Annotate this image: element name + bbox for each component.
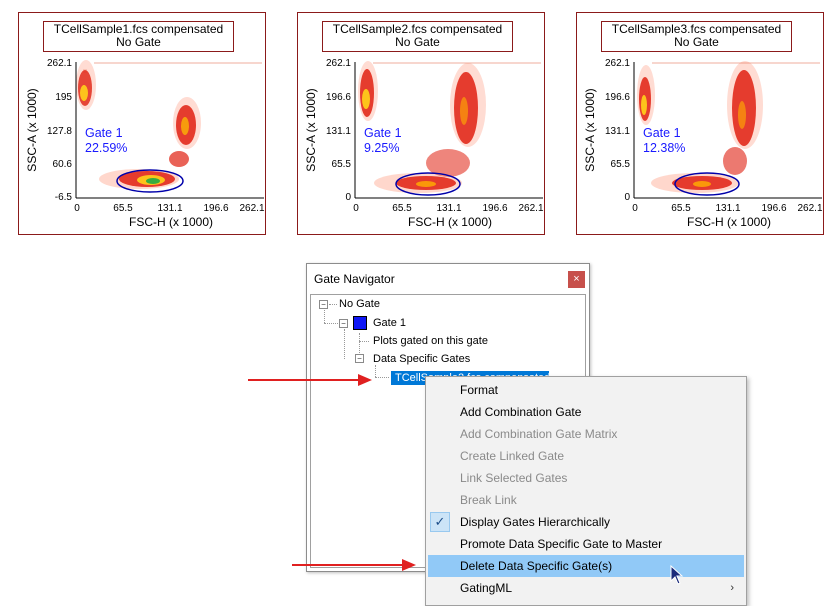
- x-tick: 262.1: [239, 203, 264, 214]
- y-tick: 65.5: [611, 159, 631, 170]
- plot-title-box: TCellSample2.fcs compensated No Gate: [322, 21, 513, 52]
- collapse-icon[interactable]: −: [339, 319, 348, 328]
- y-tick: 196.6: [605, 92, 630, 103]
- scatter-plot[interactable]: Gate 1 12.38% 262.1 196.6 131.1 65.5 0 0…: [577, 13, 825, 236]
- y-tick: 262.1: [605, 58, 630, 69]
- collapse-icon[interactable]: −: [319, 300, 328, 309]
- plot-title-box: TCellSample1.fcs compensated No Gate: [43, 21, 234, 52]
- menu-item-delete-data-specific-gates[interactable]: Delete Data Specific Gate(s): [428, 555, 744, 577]
- plot-title-box: TCellSample3.fcs compensated No Gate: [601, 21, 792, 52]
- annotation-arrow-icon: [292, 559, 416, 571]
- context-menu[interactable]: Format Add Combination Gate Add Combinat…: [425, 376, 747, 606]
- scatter-plot[interactable]: Gate 1 22.59% 262.1 195 127.8 60.6 -6.5 …: [19, 13, 267, 236]
- gate-label: Gate 1: [364, 126, 402, 140]
- tree-node-data-specific-gates[interactable]: Data Specific Gates: [373, 353, 471, 365]
- y-tick: -6.5: [55, 192, 73, 203]
- x-tick: 65.5: [113, 203, 133, 214]
- x-tick: 196.6: [203, 203, 228, 214]
- plot-subtitle: No Gate: [116, 35, 161, 49]
- navigator-titlebar[interactable]: Gate Navigator: [307, 264, 589, 294]
- y-tick: 60.6: [53, 159, 73, 170]
- y-tick: 195: [55, 92, 72, 103]
- y-tick: 262.1: [326, 58, 351, 69]
- x-tick: 196.6: [482, 203, 507, 214]
- y-tick: 131.1: [326, 126, 351, 137]
- y-axis-label: SSC-A (x 1000): [583, 88, 597, 171]
- x-axis-label: FSC-H (x 1000): [408, 215, 492, 229]
- plot-subtitle: No Gate: [395, 35, 440, 49]
- plot-title: TCellSample1.fcs compensated: [53, 22, 224, 36]
- x-tick: 131.1: [715, 203, 740, 214]
- x-tick: 262.1: [518, 203, 543, 214]
- x-tick: 65.5: [671, 203, 691, 214]
- x-tick: 131.1: [157, 203, 182, 214]
- x-tick: 0: [353, 203, 359, 214]
- close-icon[interactable]: ×: [568, 271, 585, 288]
- plot-title: TCellSample3.fcs compensated: [611, 22, 782, 36]
- plot-panel-2[interactable]: TCellSample2.fcs compensated No Gate Gat…: [297, 12, 545, 235]
- menu-item-break-link[interactable]: Break Link: [460, 493, 517, 507]
- y-tick: 262.1: [47, 58, 72, 69]
- gate-color-swatch: [353, 316, 367, 330]
- x-tick: 262.1: [797, 203, 822, 214]
- scatter-plot[interactable]: Gate 1 9.25% 262.1 196.6 131.1 65.5 0 0 …: [298, 13, 546, 236]
- x-axis-label: FSC-H (x 1000): [129, 215, 213, 229]
- x-tick: 0: [632, 203, 638, 214]
- y-tick: 65.5: [332, 159, 352, 170]
- annotation-arrow-icon: [248, 374, 372, 386]
- mouse-cursor-icon: [670, 565, 684, 585]
- menu-item-add-combination-gate-matrix[interactable]: Add Combination Gate Matrix: [460, 427, 618, 441]
- y-tick: 127.8: [47, 126, 72, 137]
- check-icon: ✓: [430, 512, 450, 532]
- tree-node-gate-1[interactable]: Gate 1: [373, 317, 407, 329]
- submenu-chevron-icon: ›: [730, 582, 734, 594]
- gate-label: Gate 1: [643, 126, 681, 140]
- y-axis-label: SSC-A (x 1000): [304, 88, 318, 171]
- density-cloud: [637, 61, 820, 193]
- collapse-icon[interactable]: −: [355, 354, 364, 363]
- gate-label: Gate 1: [85, 126, 123, 140]
- plot-title: TCellSample2.fcs compensated: [332, 22, 503, 36]
- plot-panel-3[interactable]: TCellSample3.fcs compensated No Gate Gat…: [576, 12, 824, 235]
- navigator-title: Gate Navigator: [314, 272, 395, 286]
- y-tick: 131.1: [605, 126, 630, 137]
- menu-item-link-selected-gates[interactable]: Link Selected Gates: [460, 471, 568, 485]
- y-tick: 0: [345, 192, 351, 203]
- x-tick: 131.1: [436, 203, 461, 214]
- gate-ellipse[interactable]: [674, 172, 740, 196]
- plot-panel-1[interactable]: TCellSample1.fcs compensated No Gate Gat…: [18, 12, 266, 235]
- gate-percent: 9.25%: [364, 141, 399, 155]
- menu-item-create-linked-gate[interactable]: Create Linked Gate: [460, 449, 565, 463]
- tree-node-plots-gated[interactable]: Plots gated on this gate: [373, 335, 488, 347]
- x-axis-label: FSC-H (x 1000): [687, 215, 771, 229]
- tree-node-no-gate[interactable]: No Gate: [339, 298, 380, 310]
- menu-item-gatingml[interactable]: GatingML ›: [428, 577, 744, 599]
- density-cloud: [358, 61, 541, 193]
- y-tick: 0: [624, 192, 630, 203]
- x-tick: 196.6: [761, 203, 786, 214]
- menu-item-add-combination-gate[interactable]: Add Combination Gate: [460, 405, 582, 419]
- menu-item-promote-gate[interactable]: Promote Data Specific Gate to Master: [460, 537, 663, 551]
- gate-ellipse[interactable]: [395, 172, 461, 196]
- y-axis-label: SSC-A (x 1000): [25, 88, 39, 171]
- y-tick: 196.6: [326, 92, 351, 103]
- x-tick: 65.5: [392, 203, 412, 214]
- density-cloud: [76, 60, 262, 189]
- gate-ellipse[interactable]: [116, 169, 184, 193]
- gate-percent: 12.38%: [643, 141, 685, 155]
- menu-item-format[interactable]: Format: [460, 383, 499, 397]
- gate-percent: 22.59%: [85, 141, 127, 155]
- menu-item-display-gates-hierarchically[interactable]: ✓ Display Gates Hierarchically: [428, 511, 744, 533]
- x-tick: 0: [74, 203, 80, 214]
- plot-subtitle: No Gate: [674, 35, 719, 49]
